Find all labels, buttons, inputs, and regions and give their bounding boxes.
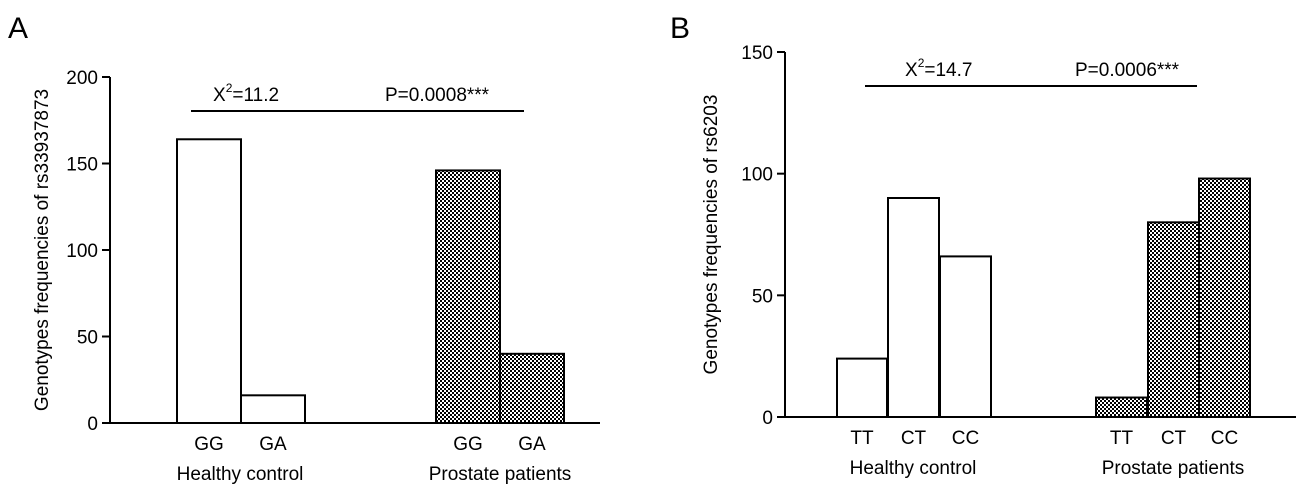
category-label: CC (1211, 428, 1238, 449)
category-label: GG (453, 434, 483, 455)
group-label: Prostate patients (1102, 458, 1245, 479)
bar (1147, 221, 1200, 418)
y-tick-label: 150 (741, 43, 773, 64)
bar (176, 138, 242, 424)
bar (499, 352, 565, 424)
y-tick-label: 200 (66, 68, 98, 89)
group-label: Prostate patients (429, 464, 572, 485)
y-tick-label: 50 (752, 286, 773, 307)
y-tick-label: 0 (762, 408, 773, 429)
y-axis-label: Genotypes frequencies of rs6203 (701, 95, 722, 375)
category-label: GA (259, 434, 287, 455)
y-tick-label: 100 (741, 165, 773, 186)
y-tick-label: 50 (77, 328, 98, 349)
category-label: GA (518, 434, 546, 455)
category-label: CT (901, 428, 927, 449)
panel-letter: B (670, 12, 690, 45)
bar (240, 394, 306, 425)
y-axis-label: Genotypes frequencies of rs33937873 (32, 89, 53, 411)
category-label: TT (1110, 428, 1134, 449)
panel-a: A 0 50 100 150 200 Genotypes frequencies of rs… (8, 12, 600, 485)
category-label: CT (1161, 428, 1187, 449)
bar (1095, 396, 1148, 418)
y-tick-label: 0 (87, 414, 98, 435)
chi-square-label: X2=14.7 (905, 56, 972, 81)
bar (939, 255, 992, 418)
bar (887, 197, 940, 418)
bar (836, 357, 888, 419)
category-label: CC (952, 428, 979, 449)
y-tick-label: 150 (66, 155, 98, 176)
category-label: TT (850, 428, 874, 449)
chi-square-label: X2=11.2 (213, 81, 279, 106)
group-label: Healthy control (177, 464, 304, 485)
bar (1198, 177, 1251, 418)
panel-letter: A (8, 12, 28, 45)
p-value-label: P=0.0008*** (385, 85, 490, 106)
category-label: GG (194, 434, 224, 455)
y-tick-label: 100 (66, 241, 98, 262)
panel-b: B 0 50 100 150 Genotypes frequencies of rs620… (670, 12, 1296, 479)
bar (435, 169, 501, 424)
p-value-label: P=0.0006*** (1075, 60, 1180, 81)
group-label: Healthy control (850, 458, 977, 479)
